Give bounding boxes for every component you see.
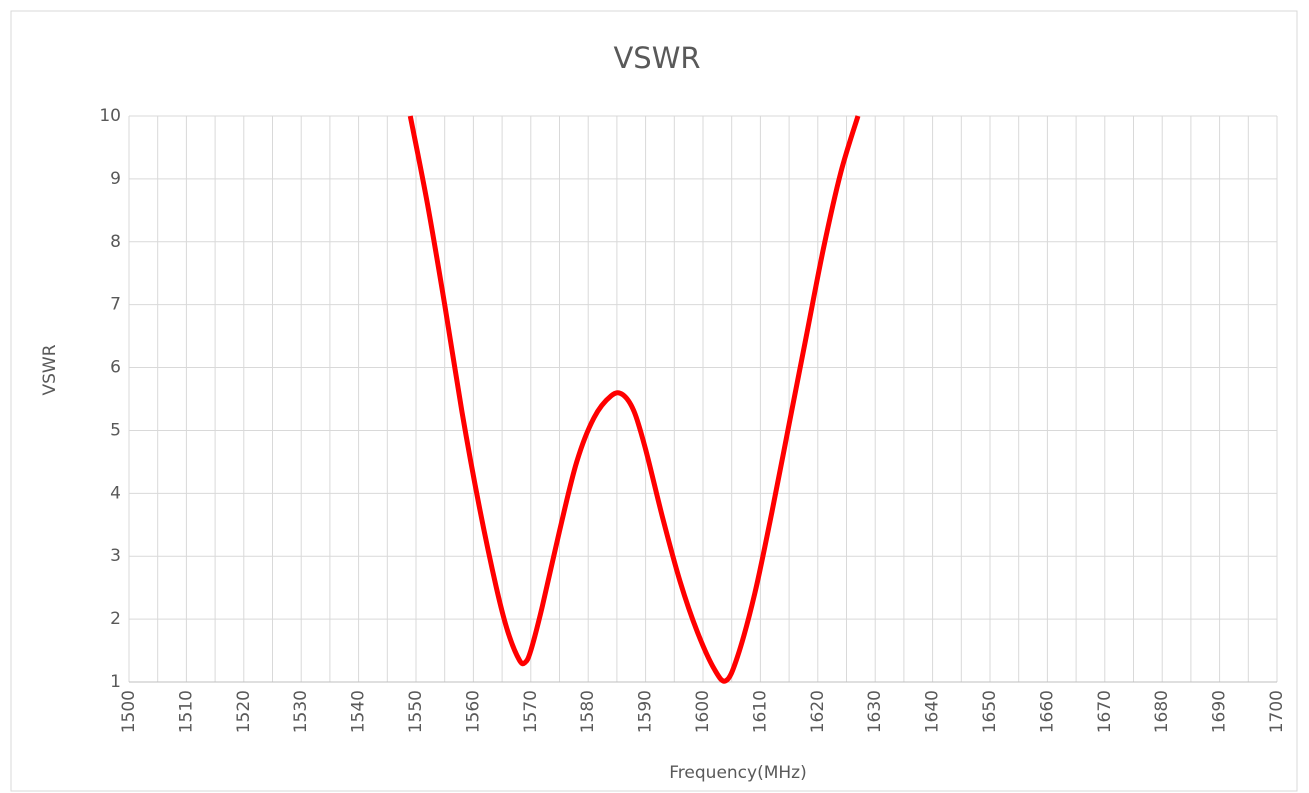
chart-frame [10,10,1298,792]
x-tick-label: 1630 [865,690,885,733]
x-axis-label: Frequency(MHz) [669,763,806,783]
y-tick-label: 1 [110,672,121,692]
series-line [407,115,861,684]
x-tick-label: 1520 [234,690,254,733]
x-tick-label: 1680 [1152,690,1172,733]
y-tick-label: 10 [99,106,121,126]
x-tick-label: 1560 [463,690,483,733]
y-axis-label: VSWR [40,344,60,395]
x-tick-label: 1700 [1267,690,1287,733]
x-tick-label: 1670 [1095,690,1115,733]
x-tick-label: 1600 [693,690,713,733]
y-tick-label: 8 [110,232,121,252]
x-tick-label: 1500 [119,690,139,733]
x-tick-label: 1530 [291,690,311,733]
y-tick-label: 7 [110,295,121,315]
y-tick-label: 5 [110,420,121,440]
x-tick-label: 1620 [808,690,828,733]
x-tick-label: 1570 [521,690,541,733]
y-tick-label: 6 [110,358,121,378]
x-tick-label: 1510 [176,690,196,733]
x-tick-label: 1540 [349,690,369,733]
y-tick-label: 9 [110,169,121,189]
x-tick-label: 1660 [1037,690,1057,733]
x-tick-label: 1640 [923,690,943,733]
x-tick-label: 1690 [1210,690,1230,733]
y-tick-label: 3 [110,546,121,566]
y-tick-label: 4 [110,483,121,503]
x-tick-label: 1580 [578,690,598,733]
x-tick-label: 1610 [750,690,770,733]
x-tick-label: 1550 [406,690,426,733]
x-tick-label: 1590 [636,690,656,733]
chart-title: VSWR [613,41,700,75]
x-tick-label: 1650 [980,690,1000,733]
y-tick-label: 2 [110,609,121,629]
